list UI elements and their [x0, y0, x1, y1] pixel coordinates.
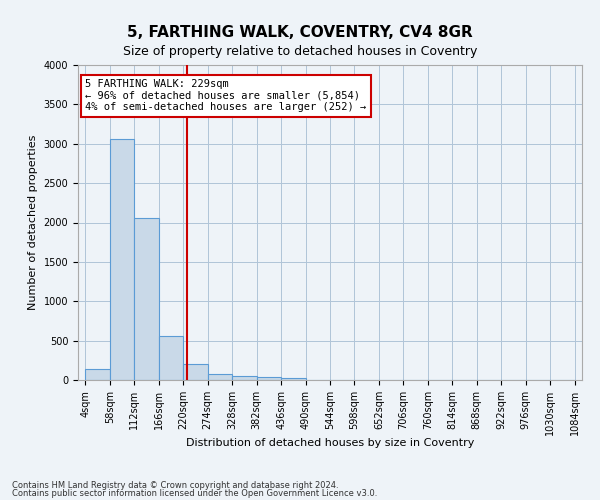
Bar: [208, 374, 232, 380]
Bar: [85, 369, 110, 380]
Bar: [159, 336, 183, 380]
Y-axis label: Number of detached properties: Number of detached properties: [28, 135, 38, 310]
Bar: [134, 218, 159, 380]
X-axis label: Distribution of detached houses by size in Coventry: Distribution of detached houses by size …: [186, 438, 474, 448]
Bar: [183, 364, 208, 380]
Bar: [110, 139, 134, 380]
Bar: [281, 378, 305, 380]
Text: Contains HM Land Registry data © Crown copyright and database right 2024.: Contains HM Land Registry data © Crown c…: [12, 480, 338, 490]
Text: Contains public sector information licensed under the Open Government Licence v3: Contains public sector information licen…: [12, 489, 377, 498]
Text: 5 FARTHING WALK: 229sqm
← 96% of detached houses are smaller (5,854)
4% of semi-: 5 FARTHING WALK: 229sqm ← 96% of detache…: [85, 79, 367, 112]
Bar: [257, 377, 281, 380]
Bar: [232, 376, 257, 380]
Text: Size of property relative to detached houses in Coventry: Size of property relative to detached ho…: [123, 45, 477, 58]
Text: 5, FARTHING WALK, COVENTRY, CV4 8GR: 5, FARTHING WALK, COVENTRY, CV4 8GR: [127, 25, 473, 40]
